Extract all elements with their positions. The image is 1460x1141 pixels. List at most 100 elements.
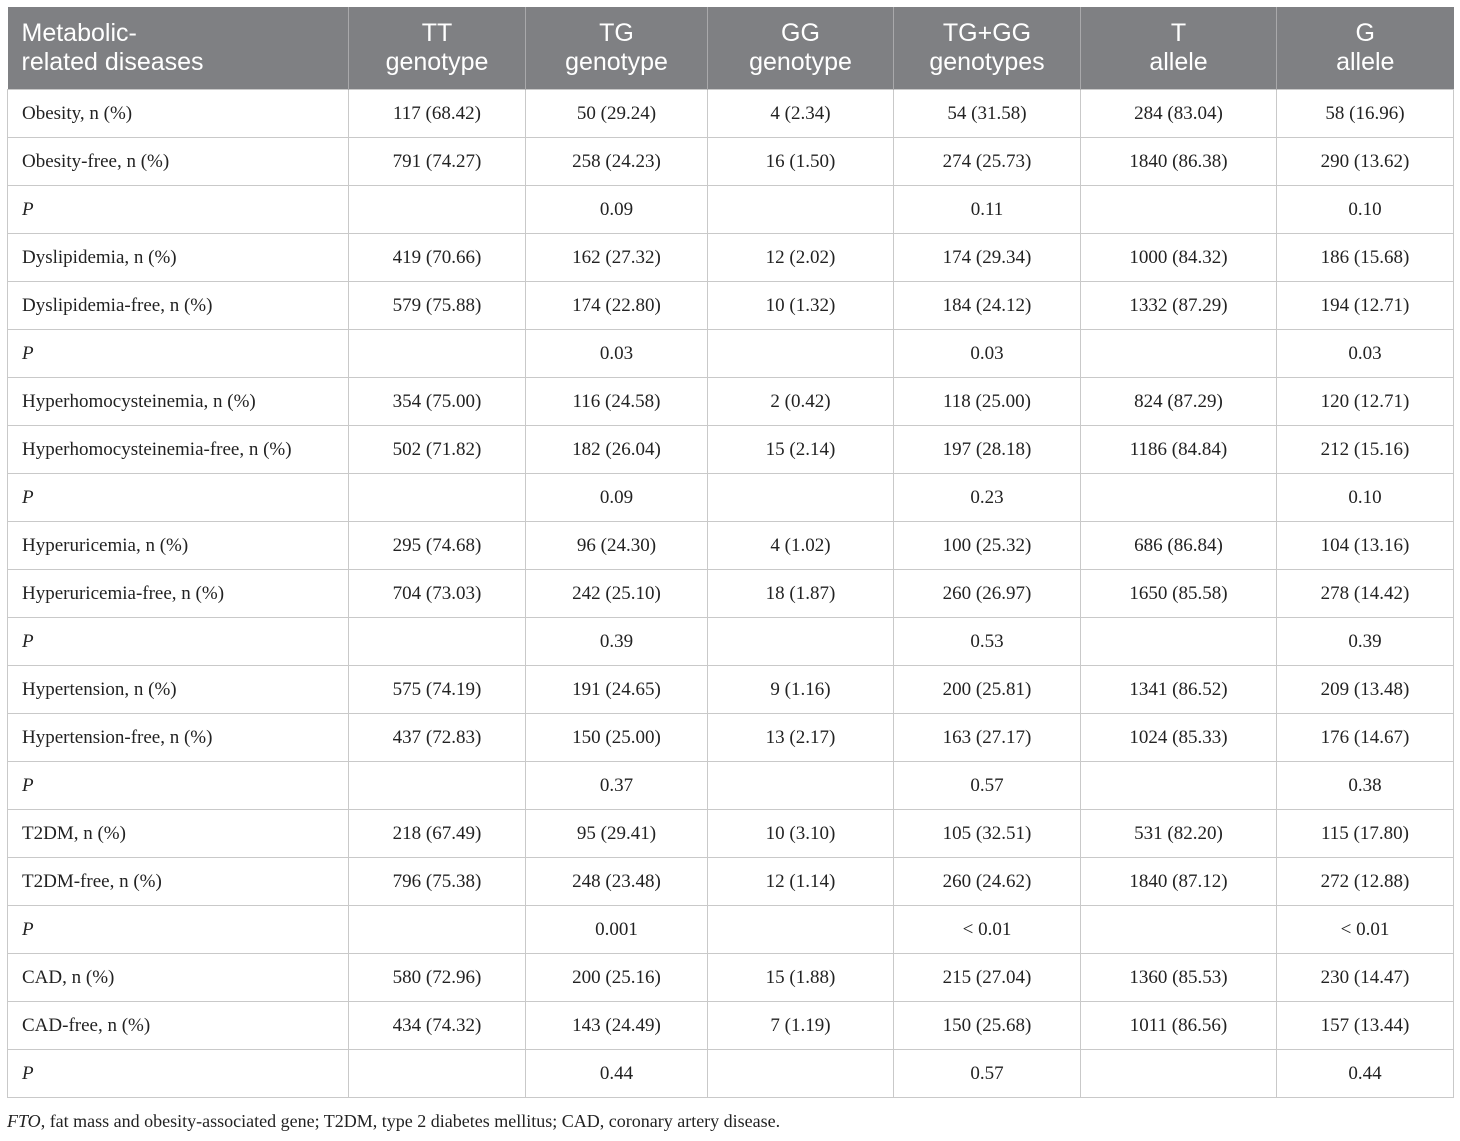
table-cell — [707, 185, 894, 234]
data-table-container: Metabolic-related diseases TT genotype TG ge… — [7, 7, 1454, 1098]
table-cell: 209 (13.48) — [1276, 665, 1454, 714]
table-cell: 1360 (85.53) — [1080, 953, 1277, 1002]
table-cell: 212 (15.16) — [1276, 425, 1454, 474]
table-row: T2DM, n (%) 218 (67.49) 95 (29.41) 10 (3.10… — [7, 809, 1454, 858]
table-cell: 174 (22.80) — [525, 281, 708, 330]
table-row: Hyperuricemia, n (%) 295 (74.68) 96 (24.30… — [7, 521, 1454, 570]
table-cell — [348, 617, 526, 666]
table-row: CAD, n (%) 580 (72.96) 200 (25.16) 15 (1.88… — [7, 953, 1454, 1002]
header-row: Metabolic-related diseases TT genotype TG ge… — [7, 7, 1454, 90]
table-cell — [707, 761, 894, 810]
table-cell: 215 (27.04) — [893, 953, 1081, 1002]
genotype-table: Metabolic-related diseases TT genotype TG ge… — [7, 7, 1454, 1098]
table-cell: 191 (24.65) — [525, 665, 708, 714]
p-value-row: P 0.001 < 0.01 < 0.01 — [7, 905, 1454, 954]
table-cell: 575 (74.19) — [348, 665, 526, 714]
table-cell: 704 (73.03) — [348, 569, 526, 618]
table-cell: 1011 (86.56) — [1080, 1001, 1277, 1050]
table-cell: 174 (29.34) — [893, 233, 1081, 282]
table-cell: 4 (1.02) — [707, 521, 894, 570]
p-value-row: P 0.39 0.53 0.39 — [7, 617, 1454, 666]
table-cell: 0.09 — [525, 473, 708, 522]
table-cell: 248 (23.48) — [525, 857, 708, 906]
table-footnote: FTO, fat mass and obesity-associated gen… — [7, 1111, 780, 1132]
column-header-3: GG genotype — [707, 7, 894, 90]
row-label: Dyslipidemia-free, n (%) — [7, 281, 349, 330]
column-header-line: TT — [421, 19, 453, 47]
table-cell: 12 (2.02) — [707, 233, 894, 282]
table-cell: 0.39 — [1276, 617, 1454, 666]
table-cell: 579 (75.88) — [348, 281, 526, 330]
table-cell: 182 (26.04) — [525, 425, 708, 474]
row-label: Hypertension, n (%) — [7, 665, 349, 714]
table-cell: 116 (24.58) — [525, 377, 708, 426]
table-row: Dyslipidemia, n (%) 419 (70.66) 162 (27.32… — [7, 233, 1454, 282]
p-value-row: P 0.37 0.57 0.38 — [7, 761, 1454, 810]
column-header-line: genotype — [749, 48, 852, 76]
table-cell: 10 (3.10) — [707, 809, 894, 858]
table-cell: 0.37 — [525, 761, 708, 810]
row-label: P — [7, 473, 349, 522]
column-header-line: related diseases — [21, 48, 204, 76]
table-cell: 9 (1.16) — [707, 665, 894, 714]
table-row: Hyperhomocysteinemia-free, n (%) 502 (71.… — [7, 425, 1454, 474]
table-row: Obesity, n (%) 117 (68.42) 50 (29.24) 4 (2.… — [7, 89, 1454, 138]
table-cell: 0.11 — [893, 185, 1081, 234]
table-cell — [348, 905, 526, 954]
table-cell: < 0.01 — [893, 905, 1081, 954]
table-cell: 163 (27.17) — [893, 713, 1081, 762]
table-cell: 58 (16.96) — [1276, 89, 1454, 138]
table-cell: 290 (13.62) — [1276, 137, 1454, 186]
row-label: Hyperuricemia, n (%) — [7, 521, 349, 570]
footnote-abbrev: FTO — [7, 1111, 41, 1131]
table-cell: 354 (75.00) — [348, 377, 526, 426]
table-cell — [1080, 905, 1277, 954]
row-label: T2DM, n (%) — [7, 809, 349, 858]
table-cell: 1840 (87.12) — [1080, 857, 1277, 906]
row-label: Dyslipidemia, n (%) — [7, 233, 349, 282]
table-cell — [348, 185, 526, 234]
table-cell: 1000 (84.32) — [1080, 233, 1277, 282]
column-header-line: allele — [1336, 48, 1395, 76]
table-cell: 2 (0.42) — [707, 377, 894, 426]
table-cell: 95 (29.41) — [525, 809, 708, 858]
table-cell: 1840 (86.38) — [1080, 137, 1277, 186]
table-cell: 1024 (85.33) — [1080, 713, 1277, 762]
table-cell: 0.23 — [893, 473, 1081, 522]
table-cell — [348, 761, 526, 810]
table-cell: 16 (1.50) — [707, 137, 894, 186]
table-cell: 531 (82.20) — [1080, 809, 1277, 858]
p-value-row: P 0.09 0.23 0.10 — [7, 473, 1454, 522]
table-cell: 117 (68.42) — [348, 89, 526, 138]
table-cell: 0.03 — [1276, 329, 1454, 378]
table-cell: 0.001 — [525, 905, 708, 954]
column-header-line: genotype — [565, 48, 668, 76]
table-cell: 96 (24.30) — [525, 521, 708, 570]
table-cell: 13 (2.17) — [707, 713, 894, 762]
table-cell: 0.03 — [525, 329, 708, 378]
table-header: Metabolic-related diseases TT genotype TG ge… — [7, 7, 1454, 90]
p-value-row: P 0.03 0.03 0.03 — [7, 329, 1454, 378]
table-cell: 115 (17.80) — [1276, 809, 1454, 858]
table-cell — [348, 329, 526, 378]
table-cell: 0.39 — [525, 617, 708, 666]
table-row: Dyslipidemia-free, n (%) 579 (75.88) 174 (… — [7, 281, 1454, 330]
table-row: CAD-free, n (%) 434 (74.32) 143 (24.49) 7 (… — [7, 1001, 1454, 1050]
table-cell — [707, 473, 894, 522]
row-label: P — [7, 905, 349, 954]
table-cell: 1341 (86.52) — [1080, 665, 1277, 714]
column-header-line: GG — [781, 19, 820, 47]
table-cell — [1080, 1049, 1277, 1098]
table-cell — [1080, 617, 1277, 666]
table-cell: 272 (12.88) — [1276, 857, 1454, 906]
table-cell: 1186 (84.84) — [1080, 425, 1277, 474]
table-cell: 54 (31.58) — [893, 89, 1081, 138]
table-cell — [348, 1049, 526, 1098]
table-cell: 0.09 — [525, 185, 708, 234]
row-label: Hyperhomocysteinemia, n (%) — [7, 377, 349, 426]
row-label: Hyperhomocysteinemia-free, n (%) — [7, 425, 349, 474]
table-cell: 118 (25.00) — [893, 377, 1081, 426]
table-cell: 10 (1.32) — [707, 281, 894, 330]
